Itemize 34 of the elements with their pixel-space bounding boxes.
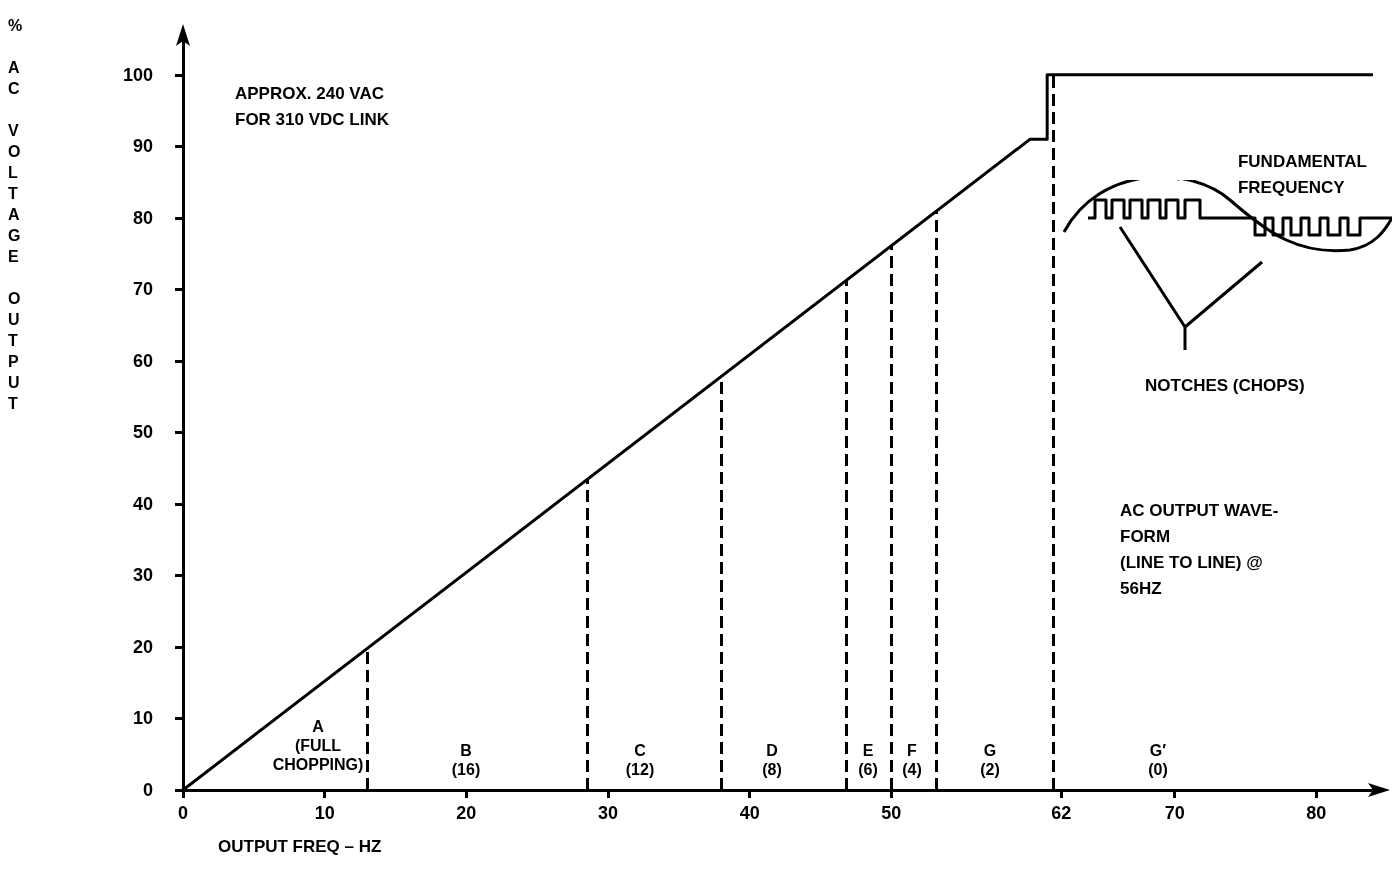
annotation: C (12) xyxy=(625,742,655,778)
y-tick-label: 20 xyxy=(132,636,153,657)
x-tick-label: 0 xyxy=(177,803,189,823)
annotation: A (FULL CHOPPING) xyxy=(272,717,364,773)
annotation: FUNDAMENTAL FREQUENCY xyxy=(1237,151,1368,197)
x-axis-title: OUTPUT FREQ – HZ xyxy=(218,837,382,856)
y-tick-label: 10 xyxy=(132,708,153,729)
x-tick-label: 10 xyxy=(314,803,335,823)
y-tick-label: 60 xyxy=(132,350,153,371)
annotation: NOTCHES (CHOPS) xyxy=(1145,375,1305,395)
x-tick-label: 80 xyxy=(1306,803,1327,823)
annotation: B (16) xyxy=(451,742,481,778)
annotation: AC OUTPUT WAVE- FORM (LINE TO LINE) @ 56HZ xyxy=(1120,500,1279,598)
annotation: E (6) xyxy=(858,742,878,778)
y-tick-label: 30 xyxy=(132,565,153,586)
annotation: G′ (0) xyxy=(1148,742,1168,778)
x-tick-label: 50 xyxy=(881,803,902,823)
x-tick-label: 30 xyxy=(597,803,619,823)
annotation: D (8) xyxy=(762,742,782,778)
annotation: F (4) xyxy=(902,742,922,778)
x-tick-label: 70 xyxy=(1164,803,1185,823)
y-tick-label: 80 xyxy=(132,207,153,228)
x-tick-label: 62 xyxy=(1051,803,1072,823)
y-tick-label: 100 xyxy=(122,64,153,85)
y-tick-label: 40 xyxy=(132,493,153,514)
annotation: G (2) xyxy=(980,742,1000,778)
y-tick-label: 50 xyxy=(132,422,153,443)
annotation: APPROX. 240 VAC FOR 310 VDC LINK xyxy=(235,83,390,129)
y-tick-label: 0 xyxy=(142,780,153,800)
y-tick-label: 70 xyxy=(132,279,153,300)
x-tick-label: 20 xyxy=(456,803,477,823)
x-tick-label: 40 xyxy=(739,803,760,823)
text: % AC VOLTAGE OUTPUT xyxy=(8,17,23,412)
y-tick-label: 90 xyxy=(132,136,153,157)
